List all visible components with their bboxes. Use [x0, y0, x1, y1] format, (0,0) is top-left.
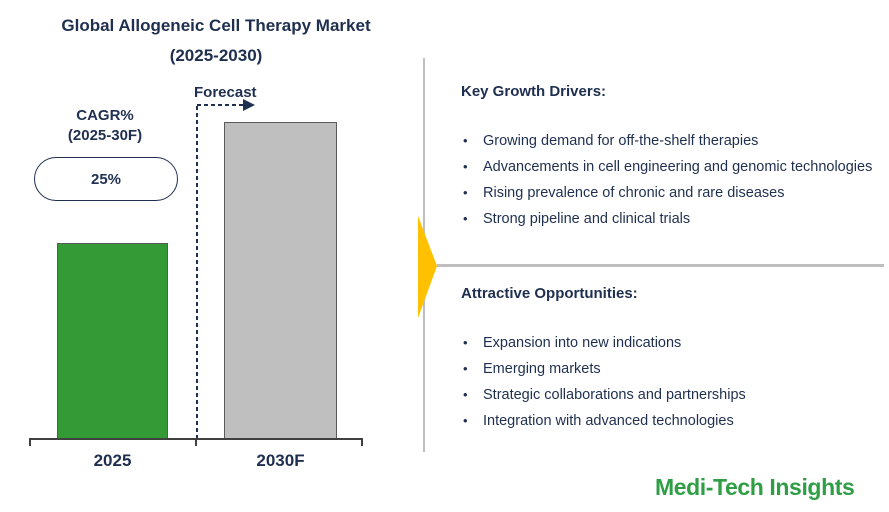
- medi-tech-insights-logo: Medi-Tech Insights: [655, 474, 855, 500]
- chart-title-line2: (2025-2030): [169, 46, 263, 65]
- driver-item: Strong pipeline and clinical trials: [461, 206, 881, 232]
- chart-title: Global Allogeneic Cell Therapy Market (2…: [0, 11, 432, 71]
- bar-2025: [57, 242, 168, 440]
- cagr-label-line2: (2025-30F): [67, 127, 143, 144]
- opportunity-item: Integration with advanced technologies: [461, 408, 881, 434]
- bar-2030f: [224, 122, 337, 440]
- bar-plot: [30, 122, 363, 440]
- driver-item: Rising prevalence of chronic and rare di…: [461, 180, 881, 206]
- x-axis-line: [29, 438, 363, 440]
- x-axis-tick-left: [29, 440, 31, 446]
- opportunity-item: Emerging markets: [461, 356, 881, 382]
- forecast-dashed-line-vertical: [196, 106, 198, 439]
- opportunity-item: Expansion into new indications: [461, 330, 881, 356]
- x-axis-label-2030f: 2030F: [256, 451, 305, 470]
- opportunity-item: Strategic collaborations and partnership…: [461, 382, 881, 408]
- section-divider: [437, 264, 884, 267]
- cagr-value: 25%: [90, 170, 122, 188]
- forecast-arrow-right-icon: [243, 99, 255, 111]
- x-axis-tick-right: [361, 440, 363, 446]
- driver-item: Growing demand for off-the-shelf therapi…: [461, 128, 881, 154]
- chart-title-line1: Global Allogeneic Cell Therapy Market: [61, 16, 371, 35]
- opportunities-list: Expansion into new indications Emerging …: [461, 330, 881, 434]
- drivers-heading: Key Growth Drivers:: [461, 83, 607, 100]
- cagr-label: CAGR% (2025-30F): [32, 106, 178, 146]
- x-axis-tick-middle: [195, 440, 197, 446]
- forecast-dashed-line-horizontal: [197, 104, 243, 106]
- x-axis-label-2025: 2025: [93, 451, 132, 470]
- yellow-arrow-icon: [418, 216, 437, 318]
- cagr-value-badge: 25%: [34, 157, 178, 201]
- forecast-label: Forecast: [194, 84, 257, 101]
- cagr-label-line1: CAGR%: [76, 107, 134, 124]
- opportunities-heading: Attractive Opportunities:: [461, 285, 638, 302]
- drivers-list: Growing demand for off-the-shelf therapi…: [461, 128, 881, 232]
- driver-item: Advancements in cell engineering and gen…: [461, 154, 881, 180]
